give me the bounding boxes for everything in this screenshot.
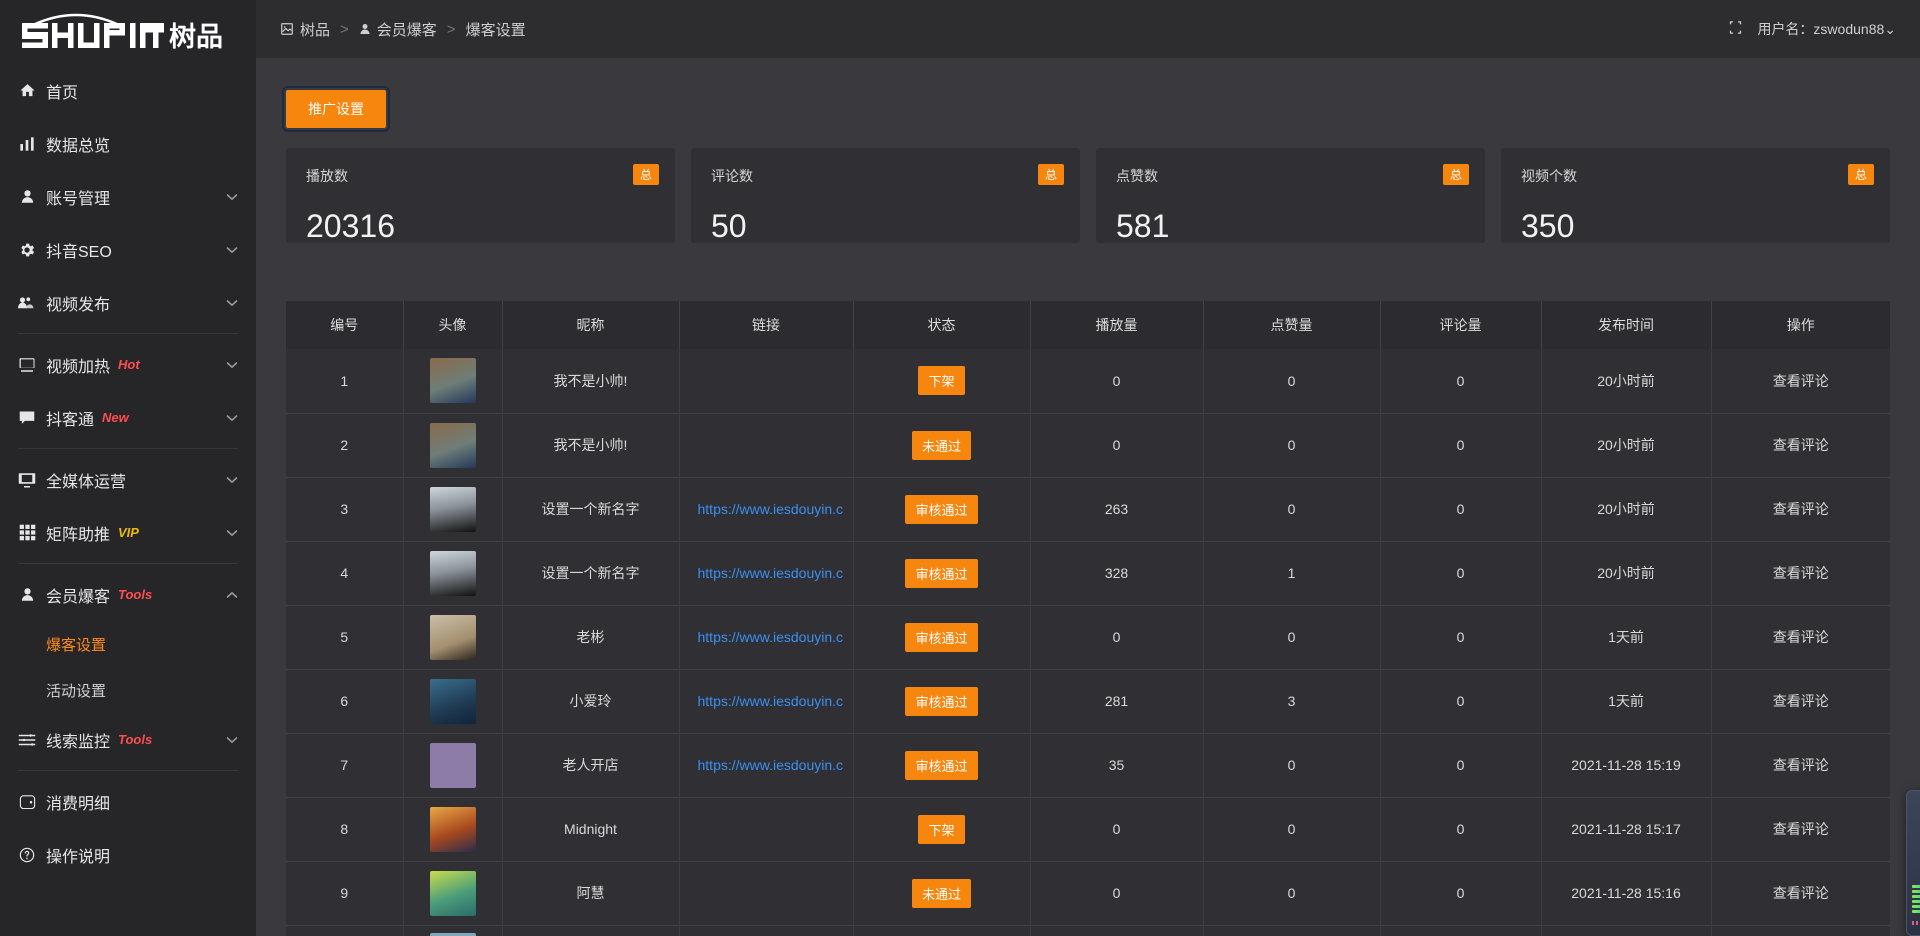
svg-text:树品: 树品 bbox=[169, 22, 223, 52]
